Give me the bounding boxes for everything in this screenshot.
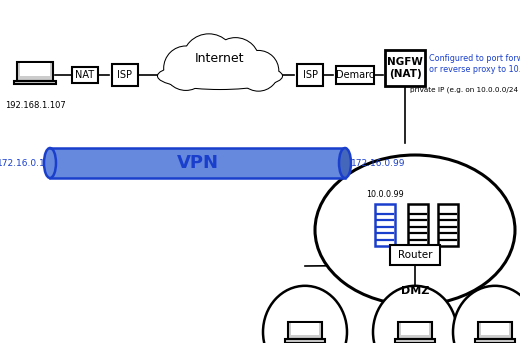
Ellipse shape — [263, 286, 347, 343]
Text: public
IP: public IP — [383, 52, 407, 71]
Ellipse shape — [164, 47, 207, 90]
FancyBboxPatch shape — [72, 67, 98, 83]
Text: DMZ: DMZ — [401, 286, 429, 296]
Text: Configured to port forward
or reverse proxy to 10.0.0.99: Configured to port forward or reverse pr… — [429, 54, 520, 74]
Ellipse shape — [212, 38, 259, 85]
Text: ISP: ISP — [303, 70, 318, 80]
FancyBboxPatch shape — [438, 204, 458, 246]
Text: NAT: NAT — [75, 70, 95, 80]
Ellipse shape — [166, 48, 206, 88]
FancyBboxPatch shape — [291, 322, 319, 335]
Text: Demarc: Demarc — [336, 70, 374, 80]
Ellipse shape — [239, 51, 278, 91]
FancyBboxPatch shape — [20, 62, 50, 76]
FancyBboxPatch shape — [385, 50, 425, 86]
Text: VPN: VPN — [176, 154, 218, 172]
FancyBboxPatch shape — [478, 322, 512, 339]
Text: Router: Router — [398, 250, 432, 260]
Text: NGFW
(NAT): NGFW (NAT) — [387, 57, 423, 79]
Text: 172.16.0.1: 172.16.0.1 — [0, 158, 46, 167]
FancyBboxPatch shape — [475, 339, 515, 343]
Ellipse shape — [214, 40, 257, 83]
Ellipse shape — [453, 286, 520, 343]
Ellipse shape — [185, 36, 233, 84]
Ellipse shape — [315, 155, 515, 305]
FancyBboxPatch shape — [15, 81, 56, 84]
Ellipse shape — [158, 63, 282, 89]
FancyBboxPatch shape — [17, 62, 53, 81]
Ellipse shape — [239, 51, 278, 91]
FancyBboxPatch shape — [401, 322, 429, 335]
Ellipse shape — [373, 286, 457, 343]
Text: private IP (e.g. on 10.0.0.0/24 network): private IP (e.g. on 10.0.0.0/24 network) — [410, 87, 520, 93]
Polygon shape — [50, 148, 345, 178]
Text: 172.16.0.99: 172.16.0.99 — [351, 158, 406, 167]
Ellipse shape — [240, 52, 277, 89]
Ellipse shape — [339, 148, 351, 178]
FancyBboxPatch shape — [297, 64, 323, 86]
Ellipse shape — [158, 63, 282, 89]
Ellipse shape — [164, 47, 207, 90]
Ellipse shape — [183, 34, 235, 86]
Ellipse shape — [163, 65, 277, 87]
Text: 10.0.0.99: 10.0.0.99 — [366, 190, 404, 199]
Ellipse shape — [44, 148, 56, 178]
Text: 192.168.1.107: 192.168.1.107 — [5, 101, 66, 110]
Ellipse shape — [183, 34, 235, 86]
FancyBboxPatch shape — [390, 245, 440, 265]
Ellipse shape — [212, 38, 259, 85]
FancyBboxPatch shape — [288, 322, 322, 339]
FancyBboxPatch shape — [112, 64, 138, 86]
FancyBboxPatch shape — [398, 322, 432, 339]
FancyBboxPatch shape — [336, 66, 374, 84]
Text: Internet: Internet — [195, 51, 245, 64]
FancyBboxPatch shape — [408, 204, 428, 246]
FancyBboxPatch shape — [395, 339, 435, 343]
FancyBboxPatch shape — [285, 339, 324, 343]
Text: ISP: ISP — [118, 70, 133, 80]
FancyBboxPatch shape — [375, 204, 395, 246]
FancyBboxPatch shape — [481, 322, 509, 335]
